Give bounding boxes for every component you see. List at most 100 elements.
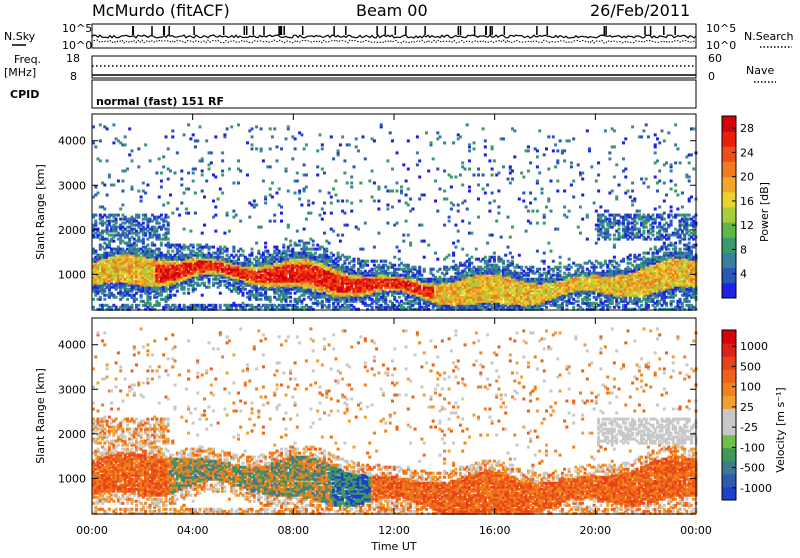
echo-cell (285, 168, 288, 171)
echo-cell (121, 190, 124, 193)
echo-cell (319, 190, 322, 193)
echo-cell (276, 145, 279, 148)
echo-cell (192, 133, 195, 136)
echo-cell (305, 186, 308, 189)
echo-cell (443, 224, 446, 227)
echo-cell (103, 298, 106, 301)
echo-cell (194, 212, 197, 215)
echo-cell (448, 220, 451, 223)
echo-cell (384, 186, 387, 189)
echo-cell (538, 268, 541, 271)
echo-cell (391, 190, 394, 193)
echo-cell (144, 214, 147, 217)
echo-cell (223, 232, 226, 235)
nsearch-label: N.Search (744, 30, 794, 43)
echo-cell (124, 143, 127, 146)
echo-cell (543, 214, 546, 217)
echo-cell (312, 244, 315, 247)
echo-cell (493, 200, 496, 203)
echo-cell (332, 254, 335, 257)
echo-cell (375, 260, 378, 263)
echo-cell (491, 145, 494, 148)
echo-cell (183, 192, 186, 195)
echo-cell (464, 200, 467, 203)
echo-cell (174, 172, 177, 175)
echo-cell (393, 256, 396, 259)
echo-cell (142, 222, 145, 225)
echo-cell (158, 234, 161, 237)
echo-cell (323, 202, 326, 205)
echo-cell (221, 170, 224, 173)
echo-cell (278, 188, 281, 191)
echo-cell (484, 256, 487, 259)
echo-cell (400, 190, 403, 193)
echo-cell (407, 234, 410, 237)
echo-cell (99, 296, 102, 299)
echo-cell (106, 127, 109, 130)
echo-cell (219, 188, 222, 191)
echo-cell (160, 180, 163, 183)
echo-cell (457, 210, 460, 213)
echo-cell (167, 178, 170, 181)
echo-cell (343, 212, 346, 215)
echo-cell (511, 170, 514, 173)
echo-cell (357, 228, 360, 231)
echo-cell (364, 222, 367, 225)
echo-cell (443, 170, 446, 173)
echo-cell (237, 182, 240, 185)
echo-cell (226, 212, 229, 215)
echo-cell (332, 157, 335, 160)
echo-cell (266, 250, 269, 253)
echo-cell (287, 224, 290, 227)
echo-cell (280, 147, 283, 150)
echo-cell (457, 230, 460, 233)
echo-cell (346, 224, 349, 227)
echo-cell (384, 260, 387, 263)
echo-cell (251, 135, 254, 138)
echo-cell (167, 228, 170, 231)
echo-cell (260, 147, 263, 150)
echo-cell (269, 147, 272, 150)
echo-cell (473, 147, 476, 150)
echo-cell (450, 208, 453, 211)
echo-cell (538, 172, 541, 175)
echo-cell (149, 296, 152, 299)
echo-cell (232, 182, 235, 185)
echo-cell (201, 190, 204, 193)
echo-cell (160, 172, 163, 175)
echo-cell (448, 254, 451, 257)
echo-cell (321, 208, 324, 211)
echo-cell (536, 155, 539, 158)
echo-cell (529, 222, 532, 225)
echo-cell (117, 180, 120, 183)
echo-cell (543, 268, 546, 271)
echo-cell (201, 174, 204, 177)
echo-cell (470, 256, 473, 259)
echo-cell (420, 274, 423, 277)
beam-title: Beam 00 (356, 1, 428, 20)
nsky-tick-top: 10^5 (62, 22, 92, 35)
echo-cell (547, 168, 550, 171)
echo-cell (289, 300, 292, 303)
echo-cell (135, 298, 138, 301)
echo-cell (536, 250, 539, 253)
echo-cell (436, 131, 439, 134)
echo-cell (407, 204, 410, 207)
echo-cell (527, 149, 530, 152)
echo-cell (459, 174, 462, 177)
echo-cell (187, 188, 190, 191)
echo-cell (187, 288, 190, 291)
echo-cell (536, 210, 539, 213)
echo-cell (371, 306, 374, 309)
echo-cell (529, 192, 532, 195)
echo-cell (251, 127, 254, 130)
echo-cell (201, 294, 204, 297)
echo-cell (124, 135, 127, 138)
echo-cell (219, 292, 222, 295)
echo-cell (126, 298, 129, 301)
echo-cell (350, 182, 353, 185)
echo-cell (155, 172, 158, 175)
echo-cell (531, 266, 534, 269)
echo-cell (396, 246, 399, 249)
